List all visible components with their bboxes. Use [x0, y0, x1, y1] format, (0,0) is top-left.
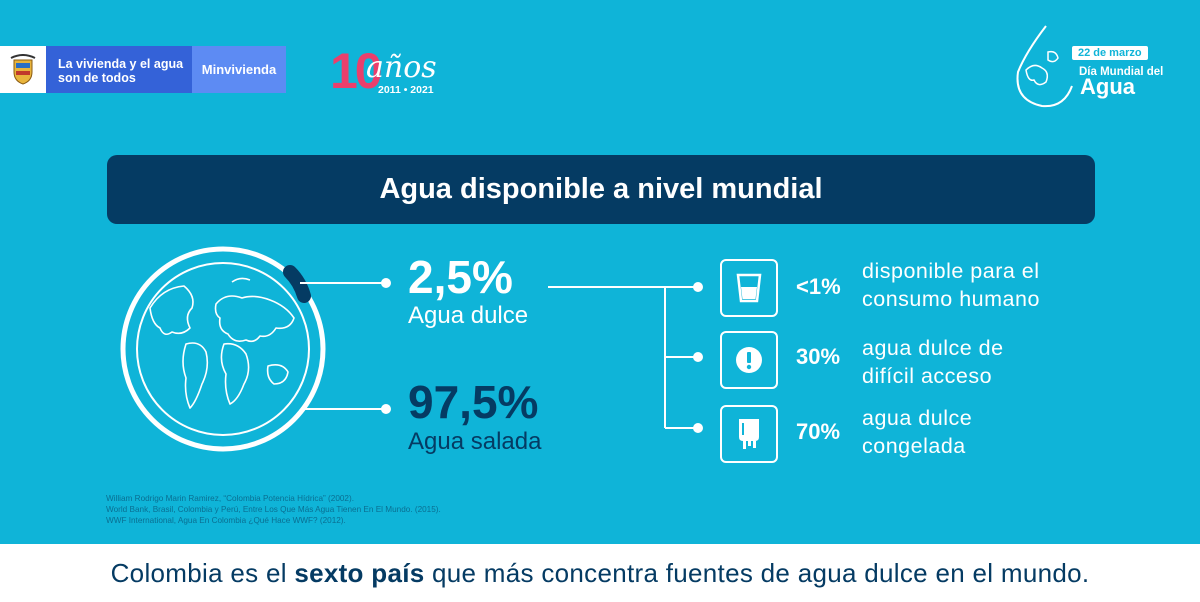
- fresh-water-label: Agua dulce: [408, 302, 529, 329]
- stat-1-percent: <1%: [796, 274, 841, 299]
- water-drop-globe-icon: [1016, 25, 1073, 108]
- stat-1-line-1: disponible para el: [862, 259, 1040, 283]
- fresh-water-marker: [283, 265, 311, 303]
- water-day-line-2: Agua: [1080, 74, 1135, 99]
- stat-2-percent: 30%: [796, 344, 841, 369]
- footer-text-bold: sexto país: [294, 557, 425, 588]
- slogan-line-2: son de todos: [58, 71, 136, 85]
- ministry-label: Minvivienda: [192, 46, 286, 93]
- stat-1-line-2: consumo humano: [862, 287, 1040, 311]
- infographic-panel: La vivienda y el agua son de todos Minvi…: [0, 0, 1200, 544]
- source-item: WWF International, Agua En Colombia ¿Qué…: [106, 516, 346, 525]
- footer-text-pre: Colombia es el: [110, 557, 295, 588]
- anniversary-word: años: [366, 50, 437, 85]
- ice-icon: [739, 419, 759, 449]
- anniversary-years: 2011 • 2021: [378, 84, 434, 96]
- government-badge: La vivienda y el agua son de todos Minvi…: [0, 46, 286, 93]
- stat-3-percent: 70%: [796, 419, 841, 444]
- stat-2-text: agua dulce de difícil acceso: [862, 334, 1004, 390]
- source-item: William Rodrigo Marin Ramirez, “Colombia…: [106, 494, 354, 503]
- earth-globe-icon: [120, 246, 326, 452]
- footer-statement: Colombia es el sexto país que más concen…: [0, 544, 1200, 602]
- government-slogan: La vivienda y el agua son de todos: [46, 46, 192, 93]
- glass-icon: [736, 273, 762, 303]
- stat-3-line-2: congelada: [862, 434, 966, 458]
- stat-2-icon-box: [720, 331, 778, 389]
- fresh-water-percent: 2,5%: [408, 251, 513, 303]
- water-day-line-1: Día Mundial del: [1079, 66, 1164, 78]
- stat-2-line-2: difícil acceso: [862, 364, 993, 388]
- stat-1-icon-box: [720, 259, 778, 317]
- sources-list: William Rodrigo Marin Ramirez, “Colombia…: [106, 493, 441, 526]
- slogan-line-1: La vivienda y el agua: [58, 57, 184, 71]
- coat-of-arms-icon: [0, 46, 46, 93]
- anniversary-logo: 10 años 2011 • 2021: [330, 42, 450, 102]
- exclamation-icon: [736, 347, 762, 373]
- stat-1-text: disponible para el consumo humano: [862, 257, 1040, 313]
- water-day-date: 22 de marzo: [1072, 46, 1148, 60]
- salt-water-label: Agua salada: [408, 428, 542, 455]
- anniversary-number: 10: [330, 43, 383, 99]
- footer-text-post: que más concentra fuentes de agua dulce …: [424, 557, 1090, 588]
- source-item: World Bank, Brasil, Colombia y Perú, Ent…: [106, 505, 441, 514]
- stat-2-line-1: agua dulce de: [862, 336, 1004, 360]
- stat-3-line-1: agua dulce: [862, 406, 973, 430]
- stat-3-text: agua dulce congelada: [862, 404, 972, 460]
- connector-lines: [300, 278, 703, 433]
- page-title: Agua disponible a nivel mundial: [107, 155, 1095, 224]
- stat-3-icon-box: [720, 405, 778, 463]
- salt-water-percent: 97,5%: [408, 376, 539, 428]
